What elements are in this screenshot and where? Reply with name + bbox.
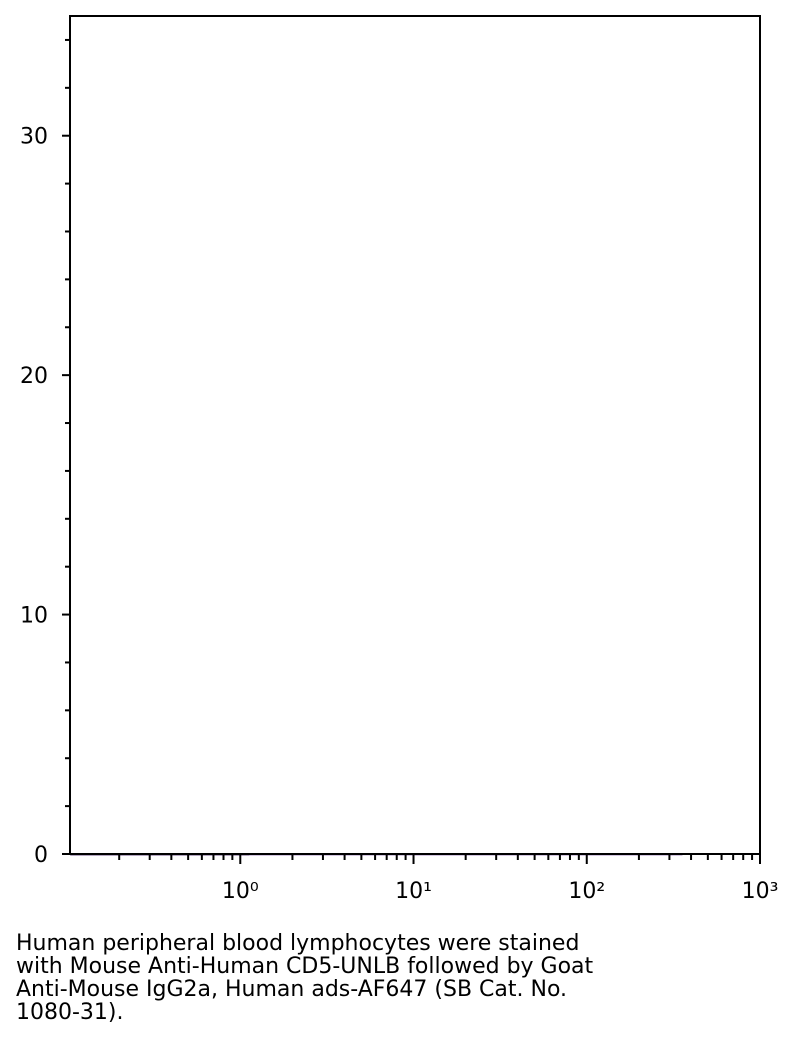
y-tick-label: 10 xyxy=(20,604,48,629)
caption-line: 1080-31). xyxy=(16,1000,124,1025)
x-tick-label: 10¹ xyxy=(395,879,432,904)
chart: 0 10 20 30 10⁰ 10¹ 10² 10³ xyxy=(20,15,779,904)
y-tick-label: 20 xyxy=(20,364,48,389)
x-tick-label: 10² xyxy=(568,879,605,904)
x-tick-label: 10³ xyxy=(742,879,779,904)
caption-line: Human peripheral blood lymphocytes were … xyxy=(16,931,580,956)
plot-frame xyxy=(69,15,761,855)
caption: Human peripheral blood lymphocytes were … xyxy=(16,932,593,1024)
caption-line: Anti-Mouse IgG2a, Human ads-AF647 (SB Ca… xyxy=(16,977,568,1002)
y-tick-label: 0 xyxy=(34,843,48,868)
caption-line: with Mouse Anti-Human CD5-UNLB followed … xyxy=(16,954,594,979)
y-tick-label: 30 xyxy=(20,125,48,150)
x-tick-label: 10⁰ xyxy=(222,879,259,904)
